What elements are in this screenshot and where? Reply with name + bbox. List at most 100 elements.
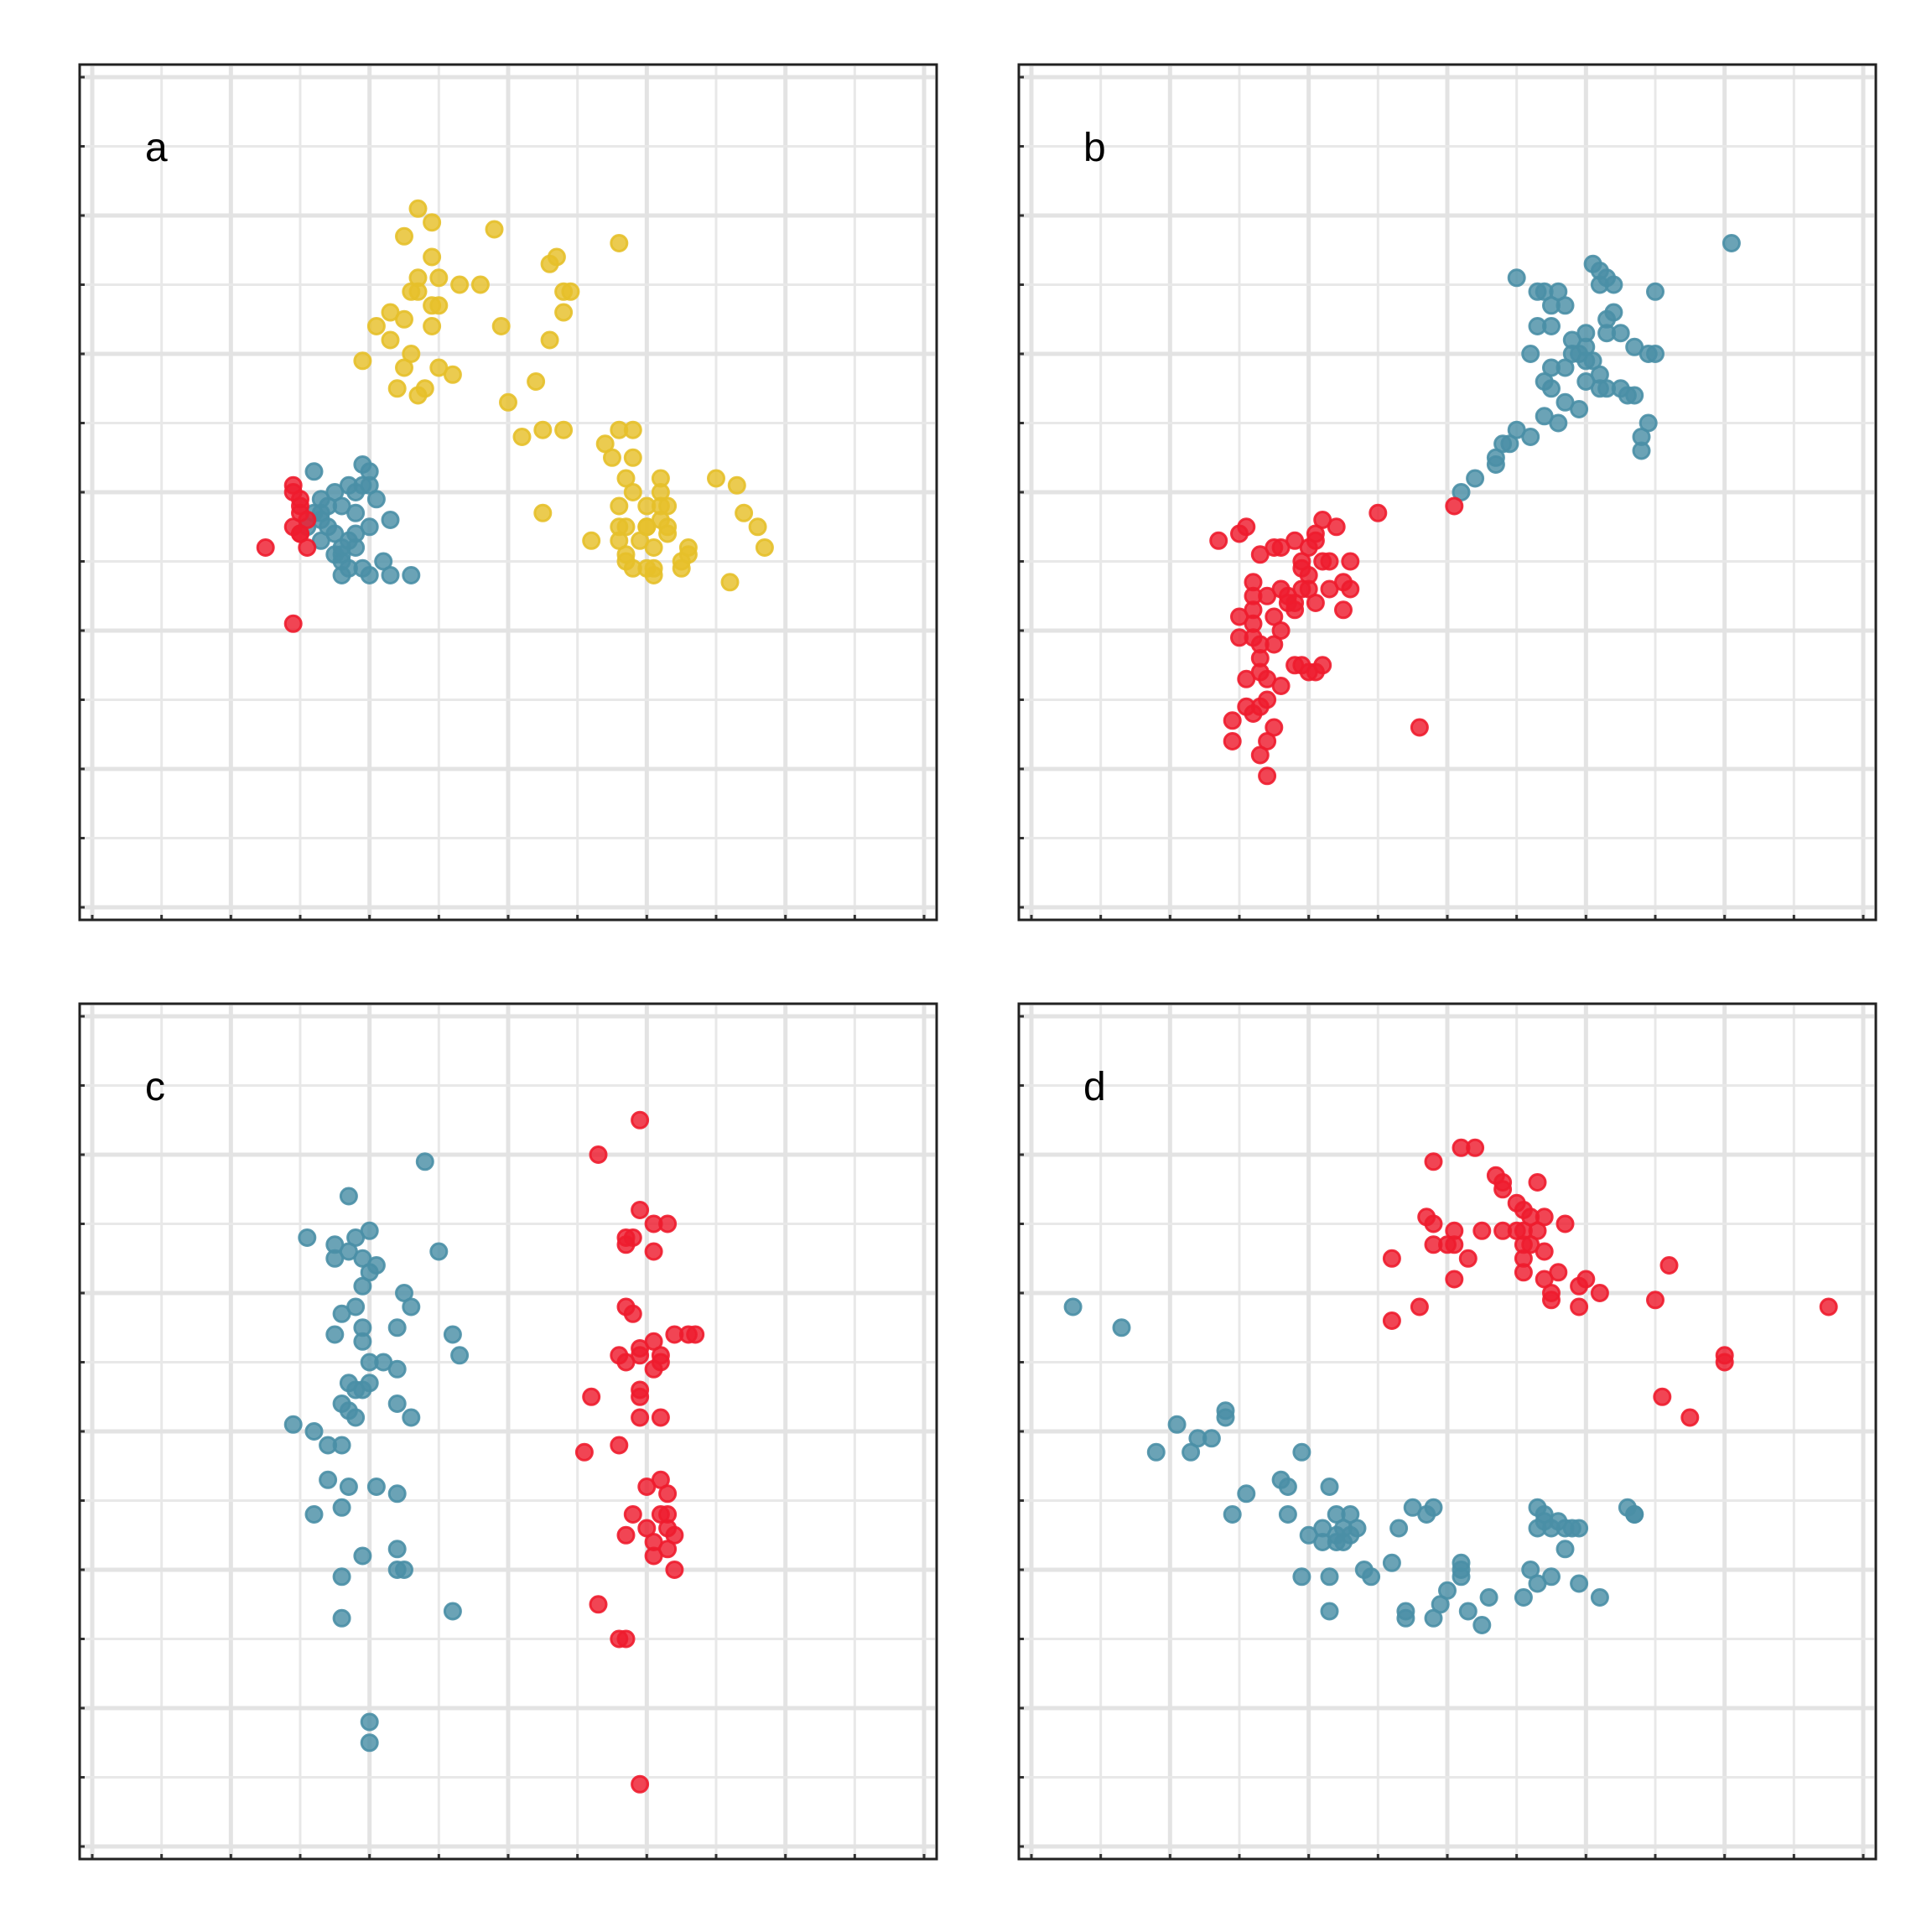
data-point-teal [1549, 413, 1568, 433]
data-point-red [1306, 594, 1325, 612]
data-point-yellow [623, 483, 642, 501]
data-point-teal [1216, 1401, 1235, 1420]
data-point-teal [339, 1401, 358, 1420]
data-point-red [1306, 531, 1325, 550]
data-point-teal [1542, 317, 1561, 335]
data-point-teal [1590, 1588, 1609, 1607]
data-point-yellow [491, 317, 511, 335]
data-point-red [658, 1214, 678, 1233]
data-point-teal [346, 483, 366, 501]
data-point-yellow [395, 358, 413, 377]
data-point-teal [360, 566, 379, 584]
data-point-red [1382, 1311, 1401, 1330]
data-point-red [1445, 1235, 1464, 1254]
data-point-teal [381, 566, 400, 584]
data-point-teal [339, 558, 358, 578]
data-point-red [1493, 1180, 1513, 1199]
data-point-teal [1555, 358, 1575, 377]
data-point-teal [1278, 1505, 1297, 1524]
data-point-teal [1292, 1567, 1311, 1587]
data-point-teal [332, 1608, 351, 1628]
data-point-teal [387, 1540, 407, 1559]
plot-frame [1017, 63, 1877, 922]
data-point-red [1819, 1297, 1838, 1317]
data-point-red [1472, 1221, 1492, 1240]
data-point-yellow [353, 351, 372, 371]
data-point-teal [1604, 275, 1623, 294]
data-point-red [1223, 732, 1242, 750]
data-point-teal [429, 1242, 449, 1261]
data-point-red [589, 1145, 608, 1164]
data-point-red [1549, 1263, 1568, 1282]
data-point-teal [353, 1276, 372, 1296]
panel-a: a [78, 63, 938, 922]
data-point-teal [304, 462, 324, 481]
panel-label-c: c [145, 1065, 165, 1109]
plot-frame [78, 63, 938, 922]
data-point-red [582, 1387, 601, 1406]
data-point-teal [415, 1152, 434, 1171]
data-point-red [616, 1525, 636, 1545]
data-point-teal [346, 503, 366, 522]
data-point-red [631, 1110, 650, 1130]
data-point-teal [1334, 1533, 1353, 1551]
data-point-red [1250, 697, 1270, 716]
data-point-teal [1528, 1574, 1547, 1593]
data-point-teal [1625, 386, 1644, 405]
data-point-yellow [554, 420, 574, 439]
data-point-teal [1500, 434, 1519, 454]
data-point-teal [283, 1415, 303, 1434]
data-point-teal [1167, 1415, 1187, 1434]
data-point-teal [304, 1422, 324, 1441]
data-point-red [574, 1442, 594, 1462]
data-point-yellow [727, 475, 746, 495]
data-point-yellow [561, 282, 580, 301]
data-point-red [1258, 766, 1277, 786]
data-point-teal [339, 1478, 358, 1496]
data-point-teal [366, 1478, 386, 1496]
data-point-teal [332, 1567, 351, 1587]
data-point-red [616, 1629, 636, 1649]
data-point-red [1334, 600, 1353, 620]
data-point-teal [332, 1304, 351, 1323]
data-point-red [1341, 552, 1360, 571]
data-point-teal [443, 1602, 462, 1621]
data-point-red [1590, 1284, 1609, 1302]
data-point-yellow [623, 558, 642, 578]
data-point-red [1334, 573, 1353, 592]
data-point-red [1458, 1249, 1478, 1268]
data-point-teal [1646, 282, 1665, 301]
data-point-yellow [623, 420, 642, 439]
data-point-teal [402, 1297, 421, 1317]
data-point-teal [1063, 1297, 1083, 1317]
data-point-teal [332, 1436, 351, 1455]
data-point-teal [1362, 1567, 1381, 1587]
data-point-yellow [423, 317, 442, 335]
data-point-yellow [533, 503, 553, 522]
data-point-yellow [366, 317, 386, 335]
data-point-red [631, 1346, 650, 1365]
data-point-red [1368, 503, 1388, 522]
data-point-teal [319, 1470, 338, 1489]
data-point-red [1285, 656, 1305, 675]
data-point-red [1445, 1270, 1464, 1289]
data-point-teal [1521, 345, 1540, 363]
data-point-red [1715, 1353, 1734, 1372]
data-point-teal [1486, 455, 1505, 474]
data-point-red [1285, 600, 1305, 620]
data-point-yellow [755, 538, 774, 557]
data-point-red [631, 1774, 650, 1794]
data-point-teal [1611, 324, 1630, 343]
data-point-red [1223, 711, 1242, 730]
data-point-yellow [429, 296, 449, 315]
data-point-teal [1632, 441, 1651, 460]
data-point-teal [381, 511, 400, 529]
data-point-teal [298, 1228, 317, 1247]
data-point-teal [366, 490, 386, 509]
data-point-teal [1722, 234, 1741, 252]
data-point-red [1653, 1387, 1672, 1406]
panel-d: d [1017, 1002, 1877, 1861]
data-point-red [623, 1505, 642, 1524]
data-point-teal [1320, 1478, 1339, 1496]
data-point-yellow [748, 517, 767, 537]
